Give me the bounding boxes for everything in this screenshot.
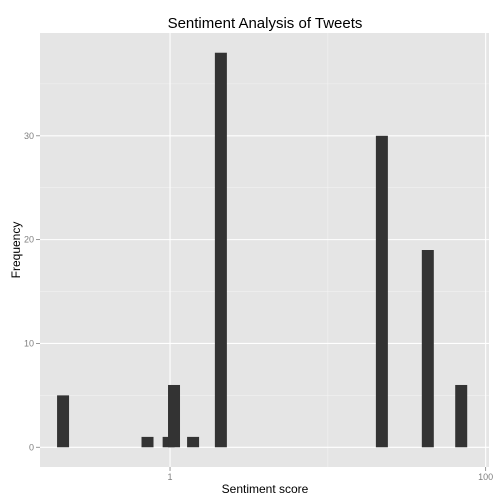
chart-title: Sentiment Analysis of Tweets bbox=[168, 15, 363, 32]
histogram-bar bbox=[214, 52, 227, 448]
histogram-bar bbox=[455, 384, 468, 448]
x-tick-label: 1 bbox=[168, 472, 173, 482]
bar-series bbox=[57, 52, 468, 448]
y-tick-label: 30 bbox=[24, 131, 34, 141]
histogram-bar bbox=[421, 250, 434, 448]
y-tick-label: 10 bbox=[24, 338, 34, 348]
x-tick-label: 100 bbox=[478, 472, 493, 482]
histogram-bar bbox=[141, 436, 154, 448]
y-tick-label: 0 bbox=[29, 442, 34, 452]
y-axis-label: Frequency bbox=[9, 222, 23, 279]
histogram-bar bbox=[168, 384, 181, 448]
histogram-bar bbox=[57, 395, 70, 448]
x-axis-label: Sentiment score bbox=[222, 482, 309, 496]
plot-panel bbox=[40, 33, 489, 467]
y-tick-label: 20 bbox=[24, 235, 34, 245]
x-axis-ticks: 1 100 bbox=[168, 467, 493, 482]
histogram-bar bbox=[375, 135, 388, 448]
histogram-bar bbox=[187, 436, 200, 448]
y-axis-ticks: 0 10 20 30 bbox=[24, 131, 40, 452]
